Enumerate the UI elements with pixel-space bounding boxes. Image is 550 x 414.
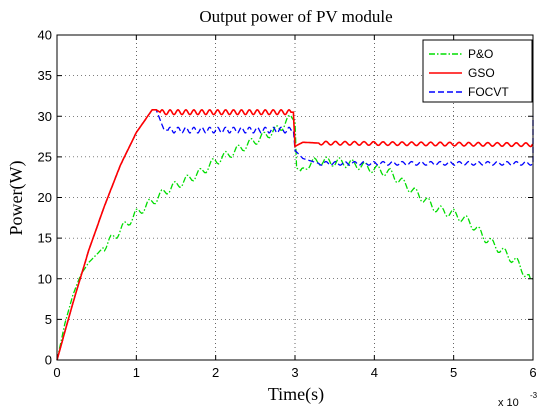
x-tick-label: 1 — [133, 365, 140, 380]
chart-title: Output power of PV module — [199, 7, 392, 26]
x-axis-label: Time(s) — [268, 384, 324, 405]
y-axis-label: Power(W) — [6, 161, 27, 236]
y-tick-label: 10 — [38, 271, 52, 286]
y-tick-label: 0 — [45, 353, 52, 368]
y-tick-label: 20 — [38, 190, 52, 205]
y-tick-label: 5 — [45, 312, 52, 327]
x-exponent-label: x 10 — [498, 397, 519, 409]
legend-label: P&O — [468, 47, 493, 61]
x-tick-label: 3 — [291, 365, 298, 380]
y-tick-label: 30 — [38, 109, 52, 124]
y-tick-label: 35 — [38, 68, 52, 83]
x-tick-label: 0 — [53, 365, 60, 380]
x-tick-label: 4 — [371, 365, 378, 380]
legend: P&O GSO FOCVT — [422, 39, 533, 103]
y-tick-label: 40 — [38, 28, 52, 43]
series-layer — [56, 109, 534, 361]
x-tick-label: 6 — [529, 365, 536, 380]
x-tick-label: 5 — [450, 365, 457, 380]
series-line-gso — [56, 109, 533, 361]
x-tick-label: 2 — [212, 365, 219, 380]
series-line-po — [56, 114, 533, 361]
ticks: 0 1 2 3 4 5 6 0 5 10 15 20 25 30 35 40 — [38, 28, 537, 381]
y-tick-label: 15 — [38, 231, 52, 246]
x-exponent-power: -3 — [530, 391, 538, 400]
legend-label: FOCVT — [468, 85, 509, 99]
legend-label: GSO — [468, 66, 495, 80]
y-tick-label: 25 — [38, 149, 52, 164]
